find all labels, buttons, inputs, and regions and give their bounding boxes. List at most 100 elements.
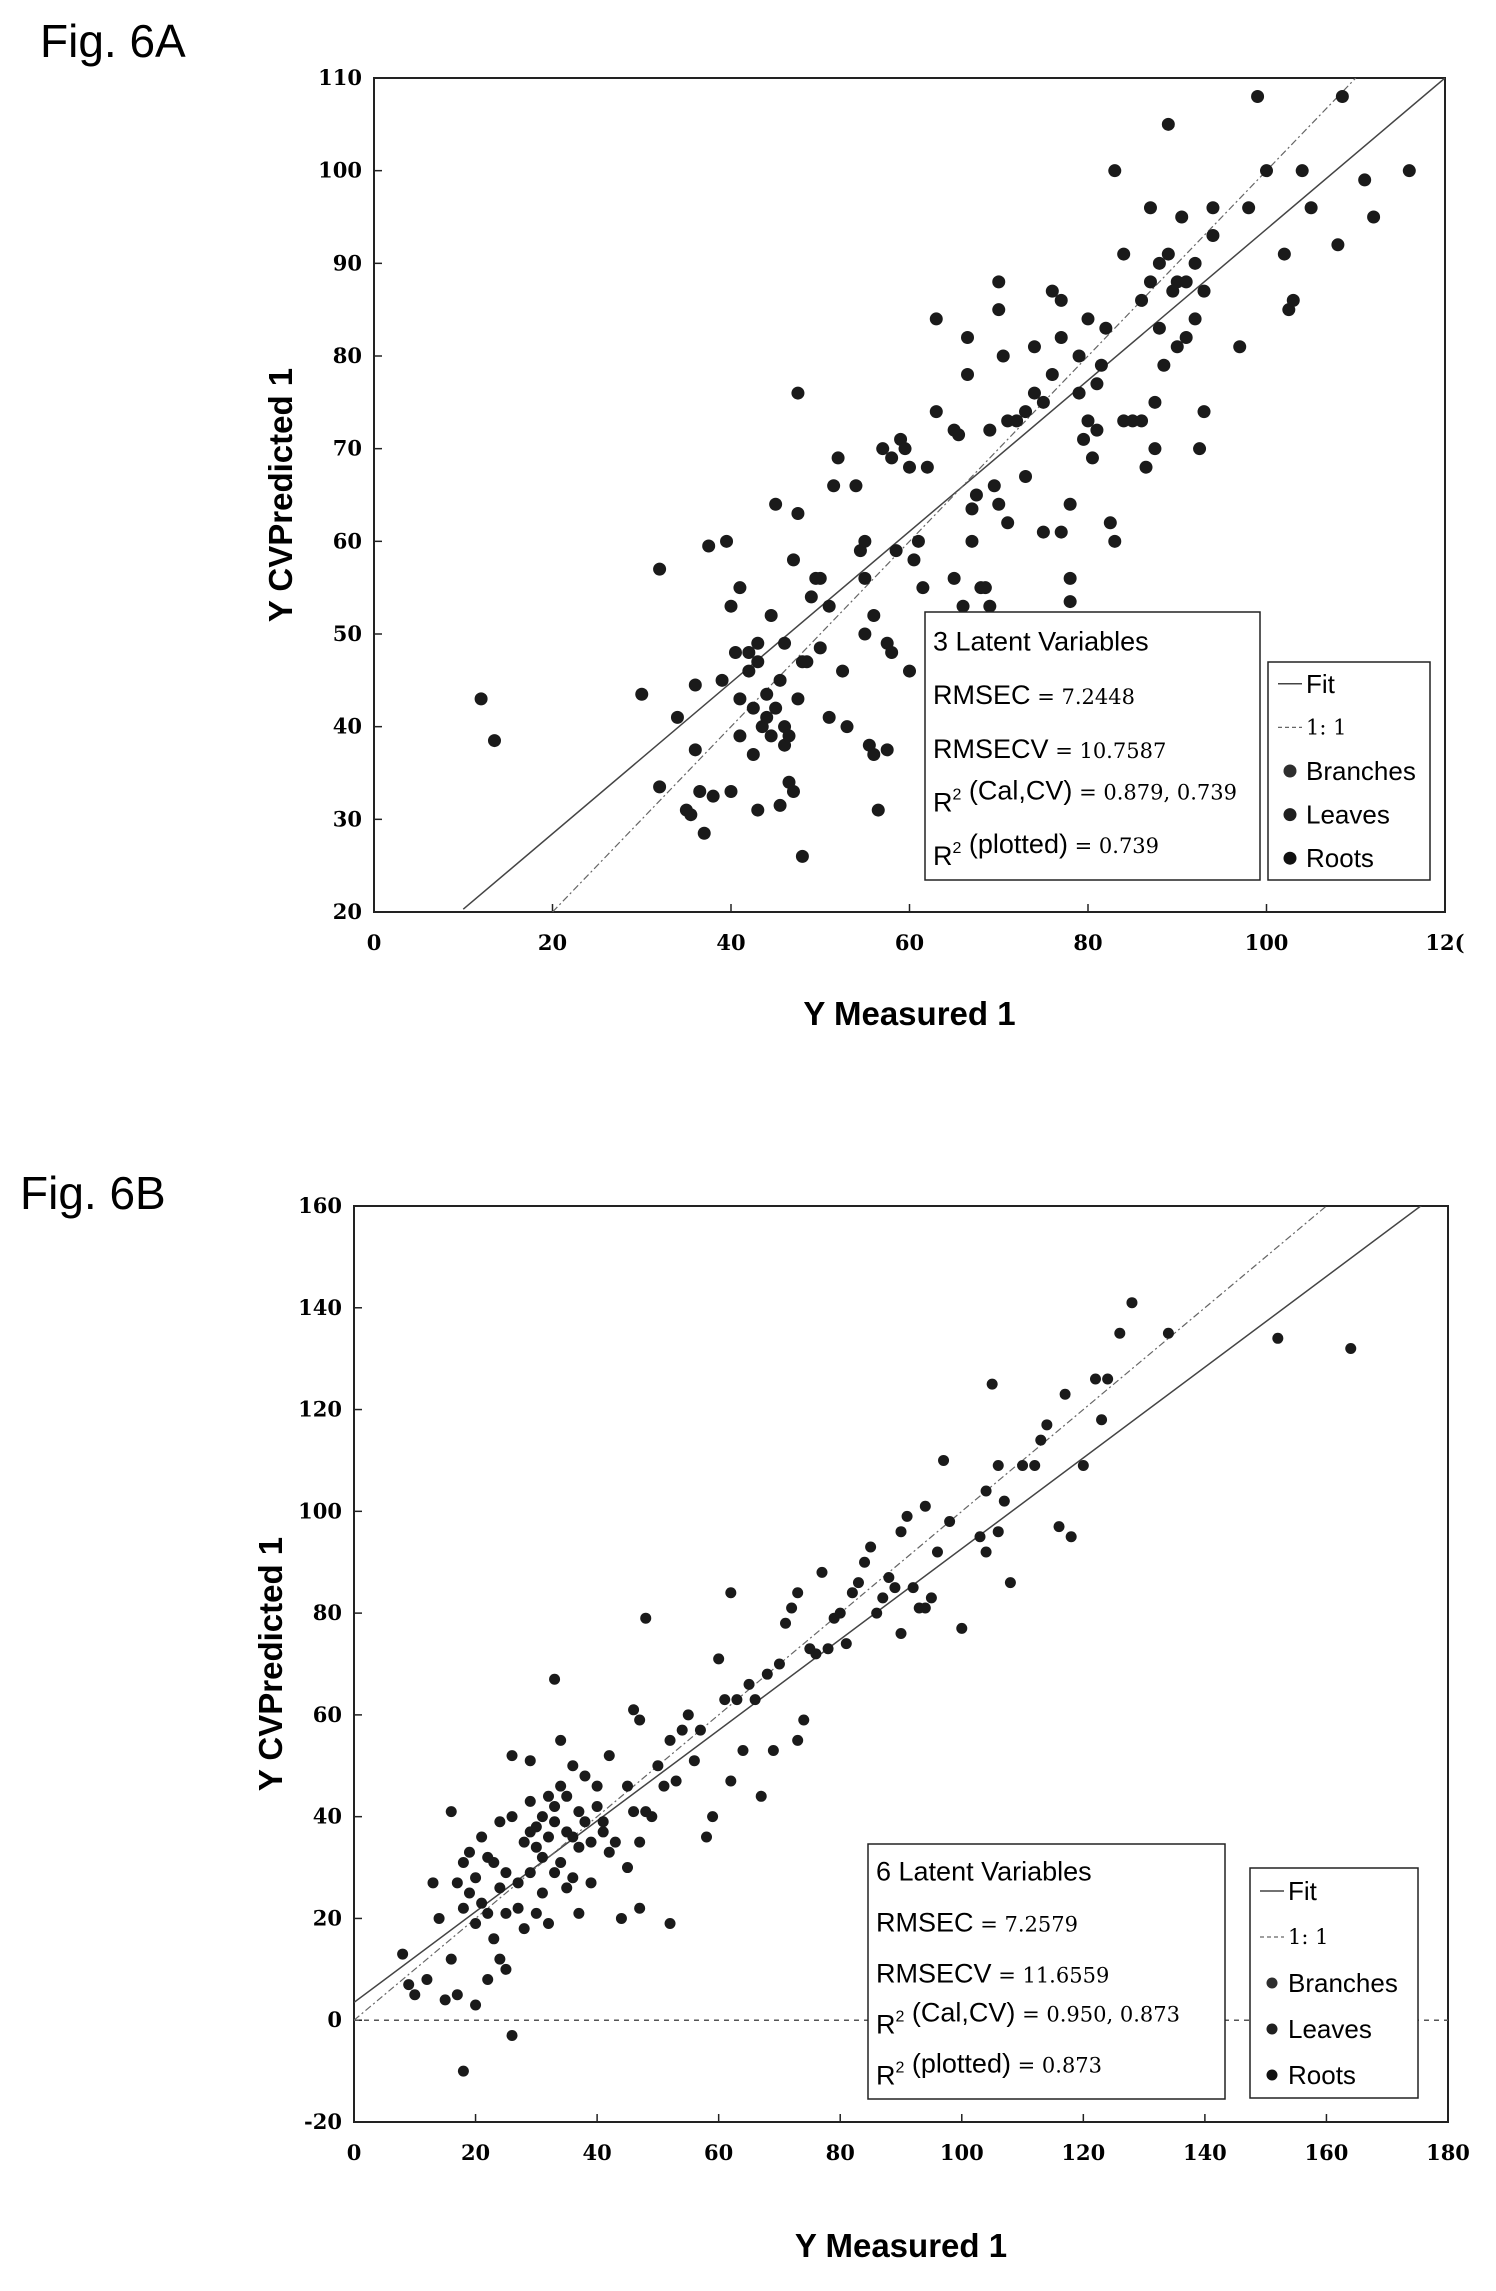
data-point xyxy=(555,1856,567,1868)
data-point xyxy=(585,1877,597,1889)
stats-box xyxy=(867,1843,1226,2100)
data-point xyxy=(1029,1460,1041,1472)
data-point xyxy=(822,710,836,724)
data-point xyxy=(506,2029,518,2041)
x-tick-label: 12( xyxy=(1425,930,1464,955)
y-tick-label: 60 xyxy=(313,1702,342,1727)
data-point xyxy=(877,1592,889,1604)
data-point xyxy=(500,1907,512,1919)
data-point xyxy=(724,599,738,613)
x-tick-label: 40 xyxy=(716,930,745,955)
data-point xyxy=(470,1872,482,1884)
data-point xyxy=(907,1582,919,1594)
data-point xyxy=(1027,386,1041,400)
data-point xyxy=(1108,164,1122,178)
data-point xyxy=(487,734,501,748)
y-tick-label: 100 xyxy=(298,1498,342,1523)
data-point xyxy=(992,497,1006,511)
data-point xyxy=(728,646,742,660)
data-point xyxy=(952,428,966,442)
data-point xyxy=(1035,1434,1047,1446)
data-point xyxy=(840,720,854,734)
legend-leaves-label: Leaves xyxy=(1288,2014,1372,2044)
data-point xyxy=(773,673,787,687)
data-point xyxy=(792,1734,804,1746)
legend-leaves-label: Leaves xyxy=(1306,800,1390,830)
data-point xyxy=(751,636,765,650)
data-point xyxy=(786,1602,798,1614)
legend-branches-label: Branches xyxy=(1288,1968,1398,1998)
data-point xyxy=(929,405,943,419)
data-point xyxy=(931,1546,943,1558)
data-point xyxy=(907,553,921,567)
data-point xyxy=(791,692,805,706)
data-point xyxy=(947,571,961,585)
data-point xyxy=(622,1862,633,1874)
x-tick-label: 100 xyxy=(1245,930,1289,955)
data-point xyxy=(628,1806,640,1818)
data-point xyxy=(702,539,716,553)
stats-box xyxy=(924,611,1261,881)
stats-title: 6 Latent Variables xyxy=(876,1857,1092,1887)
legend-box xyxy=(1249,1867,1419,2099)
data-point xyxy=(1206,201,1220,215)
data-point xyxy=(1251,90,1265,104)
data-point xyxy=(800,655,814,669)
data-point xyxy=(822,1643,834,1655)
data-point xyxy=(901,1510,913,1522)
data-point xyxy=(867,608,881,622)
data-point xyxy=(760,710,774,724)
data-point xyxy=(567,1760,579,1772)
data-point xyxy=(767,1745,779,1757)
data-point xyxy=(715,673,729,687)
data-point xyxy=(1036,525,1050,539)
data-point xyxy=(524,1867,536,1879)
data-point xyxy=(885,646,899,660)
data-point xyxy=(488,1856,500,1868)
data-point xyxy=(561,1882,573,1894)
data-point xyxy=(1099,321,1113,335)
data-point xyxy=(693,785,707,799)
stats-rmsec: RMSEC = 7.2579 xyxy=(876,1908,1078,1938)
legend-branches-label: Branches xyxy=(1306,756,1416,786)
data-point xyxy=(1036,395,1050,409)
stats-rmsecv: RMSECV = 10.7587 xyxy=(933,734,1166,764)
data-point xyxy=(1161,117,1175,131)
data-point xyxy=(761,1668,773,1680)
data-point xyxy=(1345,1342,1357,1354)
data-point xyxy=(421,1974,433,1986)
data-point xyxy=(1242,201,1256,215)
legend-one-to-one-label: 1: 1 xyxy=(1288,1925,1328,1949)
data-point xyxy=(561,1790,573,1802)
x-tick-label: 180 xyxy=(1426,2140,1470,2165)
data-point xyxy=(1054,525,1068,539)
data-point xyxy=(1197,405,1211,419)
data-point xyxy=(998,1495,1010,1507)
data-point xyxy=(1126,1297,1138,1309)
data-point xyxy=(858,571,872,585)
stats-r2-cal-cv: R2 (Cal,CV) = 0.950, 0.873 xyxy=(876,1998,1180,2040)
data-point xyxy=(961,330,975,344)
x-tick-label: 100 xyxy=(940,2140,984,2165)
data-point xyxy=(773,798,787,812)
y-tick-label: -20 xyxy=(304,2109,342,2134)
data-point xyxy=(463,1887,475,1899)
data-point xyxy=(567,1831,579,1843)
data-point xyxy=(524,1755,536,1767)
data-point xyxy=(980,1485,992,1497)
data-point xyxy=(494,1816,506,1828)
data-point xyxy=(676,1724,688,1736)
data-point xyxy=(1001,516,1015,530)
data-point xyxy=(1090,423,1104,437)
data-point xyxy=(549,1673,561,1685)
data-point xyxy=(719,1694,731,1706)
data-point xyxy=(795,849,809,863)
data-point xyxy=(635,687,649,701)
data-point xyxy=(1179,330,1193,344)
data-point xyxy=(670,710,684,724)
fit-line xyxy=(354,1206,1422,2004)
data-point xyxy=(1188,312,1202,326)
stats-title: 3 Latent Variables xyxy=(933,627,1149,657)
data-point xyxy=(1090,377,1104,391)
data-point xyxy=(1081,312,1095,326)
